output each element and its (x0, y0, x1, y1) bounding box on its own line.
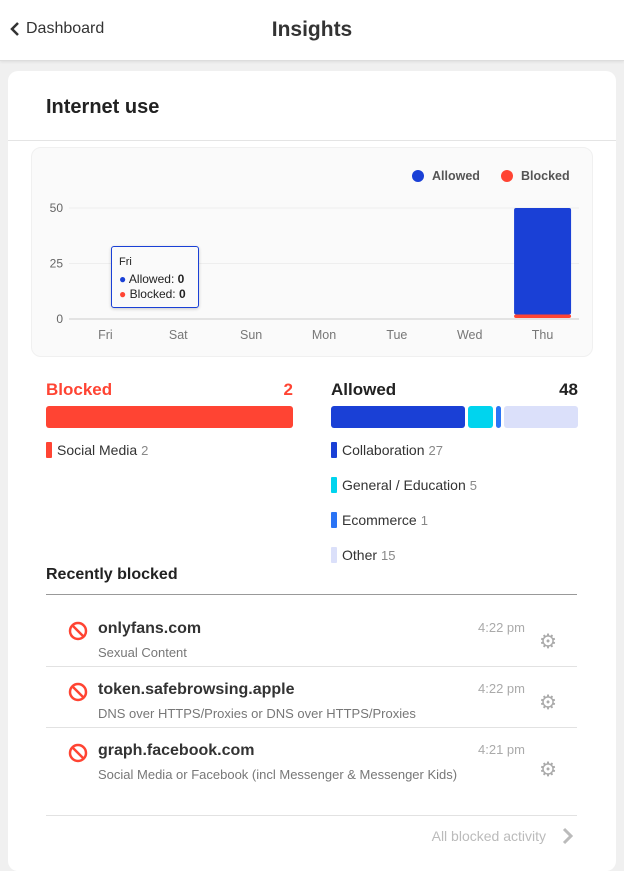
category-count: 15 (381, 547, 396, 563)
blocked-icon (68, 743, 88, 763)
bar-segment (503, 406, 578, 428)
category: Sexual Content (98, 645, 187, 660)
allowed-total: 48 (559, 380, 578, 399)
page-title: Insights (271, 18, 353, 41)
x-tick-label: Wed (457, 328, 483, 342)
color-swatch (331, 547, 337, 563)
back-button[interactable]: Dashboard (10, 20, 104, 38)
tooltip-allowed-value: 0 (177, 272, 185, 286)
chevron-left-icon (10, 22, 19, 36)
legend-dot (501, 170, 513, 182)
bar-segment (495, 406, 501, 428)
gear-icon[interactable]: ⚙ (539, 692, 557, 714)
all-blocked-activity-link[interactable]: All blocked activity (432, 827, 574, 845)
bar-allowed[interactable] (514, 208, 572, 315)
gear-icon[interactable]: ⚙ (539, 759, 557, 781)
color-swatch (331, 477, 337, 493)
blocked-list-item[interactable]: onlyfans.com Sexual Content 4:22 pm ⚙ (46, 606, 577, 667)
divider (46, 594, 577, 595)
x-tick-label: Tue (386, 328, 407, 342)
all-blocked-activity-label: All blocked activity (431, 828, 546, 844)
legend-label: Allowed (432, 169, 480, 183)
y-tick-label: 25 (50, 257, 64, 271)
blocked-bar (46, 406, 293, 428)
category-name: Collaboration (342, 442, 425, 458)
domain: token.safebrowsing.apple (98, 681, 295, 698)
gear-icon[interactable]: ⚙ (539, 631, 557, 653)
top-bar: Dashboard Insights (0, 0, 624, 61)
chart-svg: 0 25 50 Fri Sat Sun Mon Tue Wed Thu Allowed Blocked (50, 169, 579, 342)
category-count: 5 (469, 477, 477, 493)
bar-blocked[interactable] (514, 314, 572, 318)
x-tick-label: Sat (169, 328, 188, 342)
timestamp: 4:21 pm (478, 742, 525, 757)
tooltip-allowed-label: Allowed: (128, 272, 175, 286)
blocked-total: 2 (283, 380, 293, 399)
legend-dot (412, 170, 424, 182)
x-tick-label: Thu (532, 328, 554, 342)
category-count: 27 (428, 442, 443, 458)
blocked-summary: Blocked 2 Social Media 2 (46, 380, 293, 463)
blocked-list-item[interactable]: graph.facebook.com Social Media or Faceb… (46, 728, 577, 816)
y-tick-label: 0 (56, 312, 63, 326)
category-name: General / Education (342, 477, 466, 493)
allowed-label: Allowed (331, 380, 397, 399)
x-tick-label: Mon (312, 328, 336, 342)
color-swatch (46, 442, 52, 458)
category: DNS over HTTPS/Proxies or DNS over HTTPS… (98, 706, 416, 721)
blocked-list-item[interactable]: token.safebrowsing.apple DNS over HTTPS/… (46, 667, 577, 728)
category-name: Other (342, 547, 378, 563)
bar-segment (467, 406, 493, 428)
category-count: 1 (420, 512, 428, 528)
x-tick-label: Fri (98, 328, 113, 342)
tooltip-blocked-value: 0 (178, 287, 186, 301)
category: Social Media or Facebook (incl Messenger… (98, 767, 458, 782)
blocked-icon (68, 682, 88, 702)
legend-item: Ecommerce 1 (331, 512, 428, 528)
color-swatch (331, 512, 337, 528)
back-label: Dashboard (26, 20, 105, 37)
allowed-summary: Allowed 48 Collaboration 27 General / Educa… (331, 380, 578, 568)
legend-item: Social Media 2 (46, 442, 148, 458)
y-tick-label: 50 (50, 201, 64, 215)
bar-segment (331, 406, 465, 428)
blocked-label: Blocked (46, 380, 113, 399)
timestamp: 4:22 pm (478, 681, 525, 696)
internet-use-card: Internet use 0 25 50 Fri Sat Sun Mon Tue Wed Thu A… (8, 71, 616, 871)
legend-item: General / Education 5 (331, 477, 477, 493)
legend-item: Other 15 (331, 547, 395, 563)
tooltip-blocked-label: Blocked: (129, 287, 176, 301)
category-name: Ecommerce (342, 512, 417, 528)
recently-blocked-title: Recently blocked (46, 566, 178, 583)
legend-label: Blocked (521, 169, 570, 183)
chart-tooltip: Fri ● Allowed: 0 ● Blocked: 0 (111, 246, 199, 308)
usage-chart: 0 25 50 Fri Sat Sun Mon Tue Wed Thu Allowed Blocked… (31, 147, 593, 357)
blocked-icon (68, 621, 88, 641)
color-swatch (331, 442, 337, 458)
chevron-right-icon (562, 827, 574, 845)
timestamp: 4:22 pm (478, 620, 525, 635)
x-tick-label: Sun (240, 328, 262, 342)
domain: onlyfans.com (98, 620, 202, 637)
category-count: 2 (141, 442, 149, 458)
allowed-bar (331, 406, 578, 428)
divider (8, 140, 616, 141)
domain: graph.facebook.com (98, 742, 255, 759)
category-name: Social Media (57, 442, 138, 458)
card-title: Internet use (46, 96, 160, 118)
legend-item: Collaboration 27 (331, 442, 443, 458)
tooltip-title: Fri (119, 256, 132, 268)
bar-segment (46, 406, 293, 428)
